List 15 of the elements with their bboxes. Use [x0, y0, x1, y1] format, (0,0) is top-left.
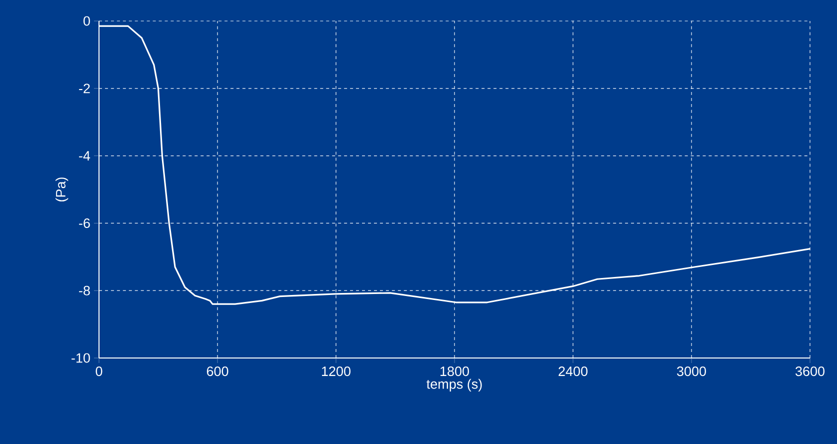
- y-axis-title: (Pa): [56, 178, 68, 202]
- x-tick-label: 3600: [796, 366, 824, 376]
- x-tick-label: 600: [206, 366, 228, 376]
- y-tick-label: -6: [79, 218, 90, 228]
- y-tick-label: -8: [79, 286, 90, 296]
- x-tick-label: 2400: [558, 366, 588, 376]
- y-tick-label: -10: [72, 353, 90, 363]
- x-axis-title: temps (s): [426, 378, 482, 392]
- x-tick-label: 0: [96, 366, 102, 376]
- y-tick-label: 0: [84, 16, 90, 26]
- x-tick-label: 3000: [677, 366, 706, 376]
- x-tick-label: 1200: [322, 366, 350, 376]
- y-tick-label: -4: [79, 151, 90, 160]
- x-tick-label: 1800: [440, 366, 469, 376]
- y-tick-label: -2: [79, 84, 90, 94]
